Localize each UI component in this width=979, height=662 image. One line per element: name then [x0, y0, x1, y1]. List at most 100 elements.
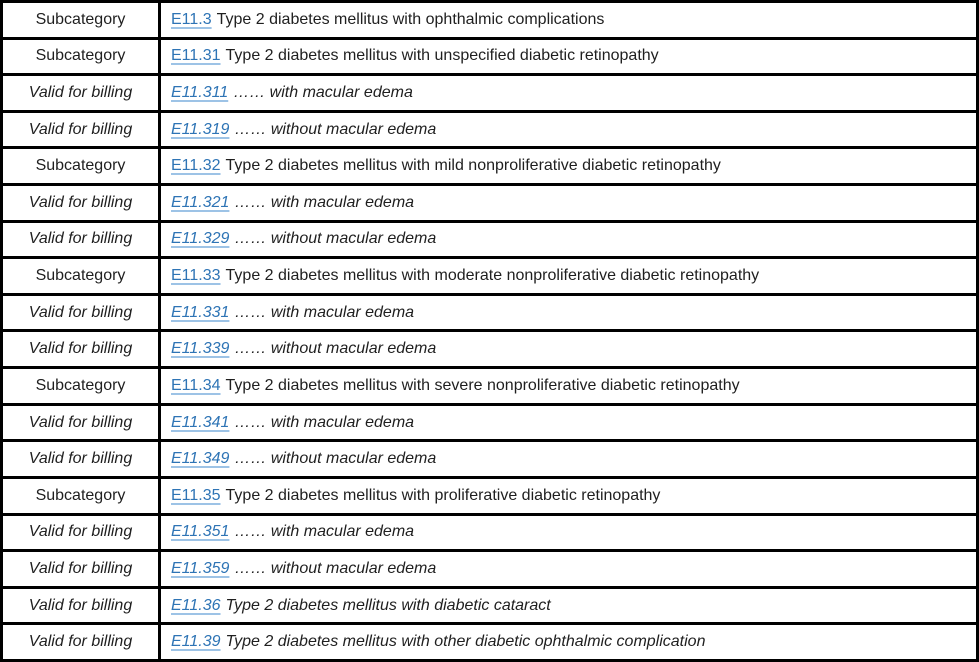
row-status-label: Valid for billing	[28, 633, 133, 651]
code-link[interactable]: E11.39	[171, 633, 221, 651]
row-description-cell: E11.329…… without macular edema	[158, 219, 979, 260]
table-row: Valid for billing E11.359…… without macu…	[0, 549, 979, 589]
row-description-cell: E11.34 Type 2 diabetes mellitus with seve…	[158, 366, 979, 406]
row-status-label: Valid for billing	[28, 559, 133, 577]
table-row: Subcategory E11.33 Type 2 diabetes mellit…	[0, 256, 979, 296]
row-description: Type 2 diabetes mellitus with ophthalmic…	[216, 10, 605, 28]
row-description-cell: E11.39 Type 2 diabetes mellitus with othe…	[158, 622, 979, 662]
row-description: …… without macular edema	[234, 120, 437, 138]
row-status-label: Valid for billing	[28, 596, 133, 614]
row-description-cell: E11.32 Type 2 diabetes mellitus with mild…	[158, 146, 979, 187]
code-link[interactable]: E11.331	[171, 303, 230, 321]
row-description-cell: E11.3 Type 2 diabetes mellitus with ophth…	[158, 0, 979, 40]
row-status-label: Subcategory	[35, 157, 126, 175]
row-status-label: Valid for billing	[28, 193, 133, 211]
row-description-cell: E11.349…… without macular edema	[158, 439, 979, 479]
row-status-cell: Valid for billing	[0, 329, 161, 370]
row-description-cell: E11.36 Type 2 diabetes mellitus with diab…	[158, 585, 979, 626]
row-status-label: Valid for billing	[28, 413, 133, 431]
row-status-cell: Valid for billing	[0, 512, 161, 553]
table-row: Valid for billing E11.39 Type 2 diabetes …	[0, 622, 979, 662]
row-status-label: Valid for billing	[28, 523, 133, 541]
table-row: Valid for billing E11.311…… with macular…	[0, 73, 979, 113]
row-status-label: Subcategory	[35, 486, 126, 504]
code-link[interactable]: E11.351	[171, 523, 230, 541]
row-status-label: Subcategory	[35, 376, 126, 394]
code-link[interactable]: E11.319	[171, 120, 230, 138]
code-link[interactable]: E11.34	[171, 376, 221, 394]
code-link[interactable]: E11.349	[171, 450, 230, 468]
row-status-cell: Valid for billing	[0, 183, 161, 223]
table-row: Valid for billing E11.339…… without macu…	[0, 329, 979, 370]
row-description: …… without macular edema	[234, 559, 437, 577]
table-row: Valid for billing E11.331…… with macular…	[0, 292, 979, 333]
row-status-cell: Valid for billing	[0, 292, 161, 333]
row-description: …… with macular edema	[234, 523, 415, 541]
row-status-label: Valid for billing	[28, 303, 133, 321]
row-description: …… with macular edema	[233, 84, 413, 102]
row-description: …… with macular edema	[234, 413, 415, 431]
row-status-label: Valid for billing	[28, 230, 133, 248]
table-row: Subcategory E11.34 Type 2 diabetes mellit…	[0, 366, 979, 406]
row-status-cell: Subcategory	[0, 475, 161, 516]
row-status-cell: Subcategory	[0, 36, 161, 77]
row-description: Type 2 diabetes mellitus with moderate n…	[225, 267, 760, 285]
row-description: Type 2 diabetes mellitus with unspecifie…	[225, 47, 659, 65]
row-status-cell: Valid for billing	[0, 73, 161, 113]
table-row: Subcategory E11.32 Type 2 diabetes mellit…	[0, 146, 979, 187]
row-status-label: Subcategory	[35, 267, 126, 285]
code-link[interactable]: E11.31	[171, 47, 221, 65]
row-description: Type 2 diabetes mellitus with diabetic c…	[225, 596, 551, 614]
table-row: Subcategory E11.3 Type 2 diabetes mellitu…	[0, 0, 979, 40]
code-link[interactable]: E11.339	[171, 340, 230, 358]
row-description: Type 2 diabetes mellitus with other diab…	[225, 633, 706, 651]
code-link[interactable]: E11.36	[171, 596, 221, 614]
row-description-cell: E11.351…… with macular edema	[158, 512, 979, 553]
row-description-cell: E11.35 Type 2 diabetes mellitus with prol…	[158, 475, 979, 516]
code-link[interactable]: E11.329	[171, 230, 230, 248]
row-description: …… with macular edema	[234, 193, 415, 211]
row-status-cell: Subcategory	[0, 0, 161, 40]
row-description-cell: E11.319…… without macular edema	[158, 109, 979, 150]
row-description: …… without macular edema	[234, 450, 437, 468]
row-description: Type 2 diabetes mellitus with mild nonpr…	[225, 157, 721, 175]
row-status-cell: Subcategory	[0, 146, 161, 187]
row-status-cell: Valid for billing	[0, 585, 161, 626]
row-description-cell: E11.33 Type 2 diabetes mellitus with mode…	[158, 256, 979, 296]
table-row: Valid for billing E11.341…… with macular…	[0, 402, 979, 443]
code-link[interactable]: E11.3	[171, 10, 212, 28]
code-link[interactable]: E11.359	[171, 559, 230, 577]
row-status-cell: Subcategory	[0, 366, 161, 406]
row-status-cell: Valid for billing	[0, 549, 161, 589]
row-status-cell: Subcategory	[0, 256, 161, 296]
row-description-cell: E11.331…… with macular edema	[158, 292, 979, 333]
code-link[interactable]: E11.32	[171, 157, 221, 175]
table-row: Valid for billing E11.321…… with macular…	[0, 183, 979, 223]
table-row: Subcategory E11.31 Type 2 diabetes mellit…	[0, 36, 979, 77]
row-status-label: Valid for billing	[28, 120, 133, 138]
row-status-label: Subcategory	[35, 10, 126, 28]
row-status-cell: Valid for billing	[0, 439, 161, 479]
code-link[interactable]: E11.311	[171, 84, 229, 102]
row-status-cell: Valid for billing	[0, 219, 161, 260]
table-row: Subcategory E11.35 Type 2 diabetes mellit…	[0, 475, 979, 516]
code-link[interactable]: E11.321	[171, 193, 230, 211]
row-status-cell: Valid for billing	[0, 402, 161, 443]
row-status-label: Subcategory	[35, 47, 126, 65]
table-row: Valid for billing E11.351…… with macular…	[0, 512, 979, 553]
table-row: Valid for billing E11.36 Type 2 diabetes …	[0, 585, 979, 626]
row-description: …… without macular edema	[234, 340, 437, 358]
code-link[interactable]: E11.341	[171, 413, 230, 431]
code-link[interactable]: E11.35	[171, 486, 221, 504]
row-description: Type 2 diabetes mellitus with proliferat…	[225, 486, 661, 504]
row-status-label: Valid for billing	[28, 84, 133, 102]
row-description: …… without macular edema	[234, 230, 437, 248]
row-description-cell: E11.341…… with macular edema	[158, 402, 979, 443]
row-description-cell: E11.311…… with macular edema	[158, 73, 979, 113]
code-link[interactable]: E11.33	[171, 267, 221, 285]
row-status-label: Valid for billing	[28, 340, 133, 358]
row-description-cell: E11.321…… with macular edema	[158, 183, 979, 223]
row-description-cell: E11.359…… without macular edema	[158, 549, 979, 589]
